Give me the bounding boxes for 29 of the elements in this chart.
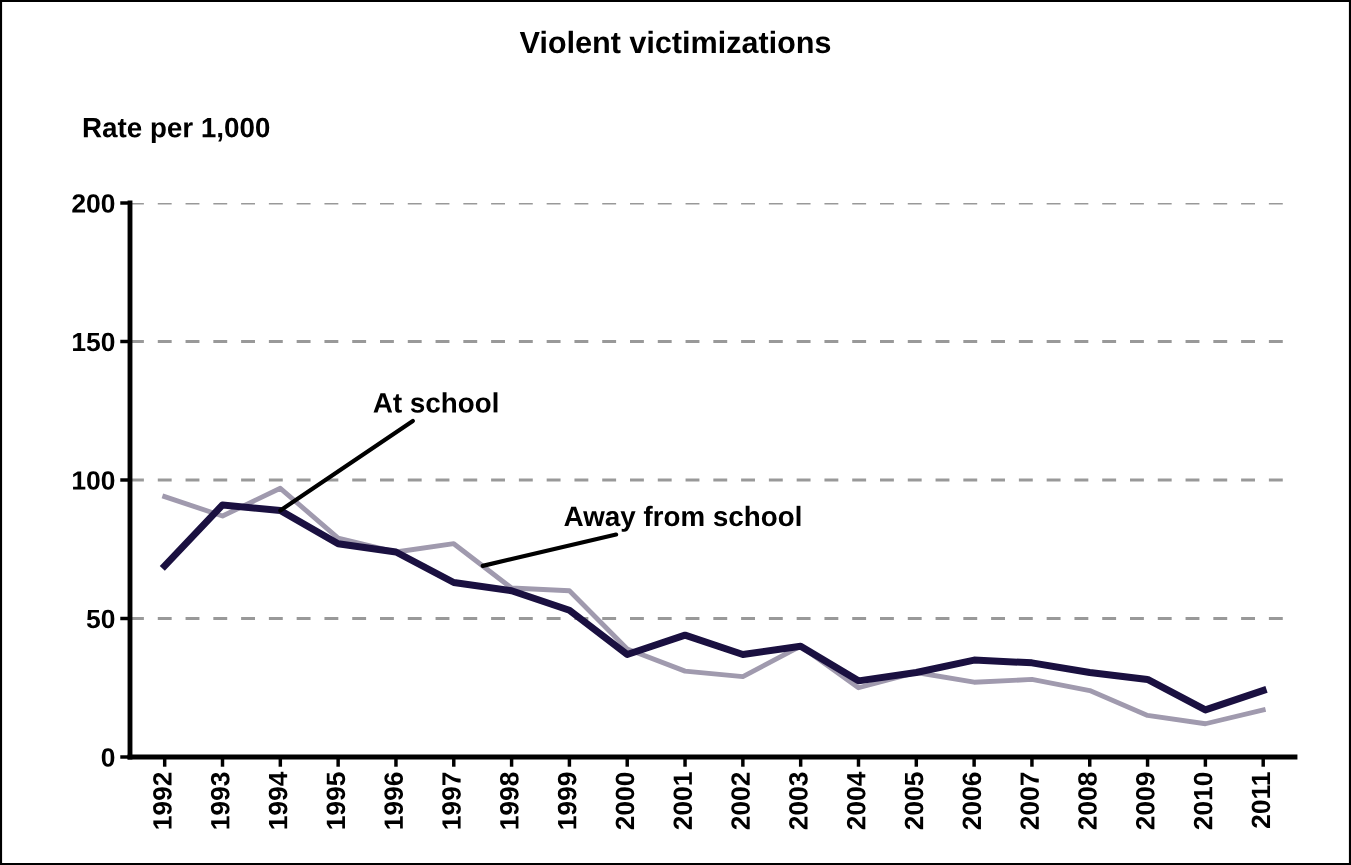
x-tick-label: 1999: [557, 772, 577, 829]
x-tick-label: 1994: [268, 771, 288, 829]
chart-title: Violent victimizations: [519, 30, 831, 54]
x-tick-label: 1998: [499, 772, 519, 829]
x-tick-label: 1997: [442, 772, 461, 829]
x-tick-label: 2006: [962, 772, 982, 830]
x-tick-label: 2005: [904, 772, 924, 830]
x-tick-label: 2002: [731, 772, 750, 830]
x-tick-label: 2007: [1020, 772, 1040, 830]
x-tick-label: 1996: [384, 772, 404, 829]
x-tick-label: 1995: [326, 772, 346, 829]
x-tick-label: 1993: [210, 772, 230, 829]
y-tick-label: 200: [72, 194, 115, 213]
x-tick-label: 2010: [1193, 772, 1213, 830]
text: At school: [373, 392, 498, 413]
y-tick-label: 50: [86, 609, 115, 629]
x-tick-label: 2009: [1135, 772, 1155, 830]
x-tick-label: 2011: [1251, 772, 1271, 828]
x-tick-label: 2008: [1078, 772, 1097, 830]
text: Away from school: [564, 505, 801, 532]
x-tick-label: 2004: [846, 771, 866, 830]
y-axis-title: Rate per 1,000: [83, 117, 270, 143]
y-tick-label: 150: [73, 332, 115, 352]
x-tick-label: 2000: [615, 772, 635, 830]
x-tick-label: 2001: [673, 772, 693, 830]
y-tick-label: 100: [73, 471, 115, 490]
x-tick-label: 2003: [789, 772, 808, 830]
y-tick-label: 0: [101, 748, 115, 767]
x-tick-label: 1992: [153, 772, 172, 829]
